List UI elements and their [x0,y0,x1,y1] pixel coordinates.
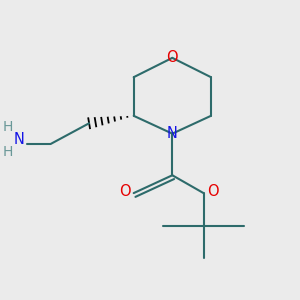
Text: H: H [3,120,13,134]
Text: O: O [207,184,218,199]
Text: O: O [119,184,130,199]
Text: O: O [167,50,178,65]
Text: N: N [167,126,178,141]
Text: N: N [14,132,25,147]
Text: H: H [3,145,13,159]
